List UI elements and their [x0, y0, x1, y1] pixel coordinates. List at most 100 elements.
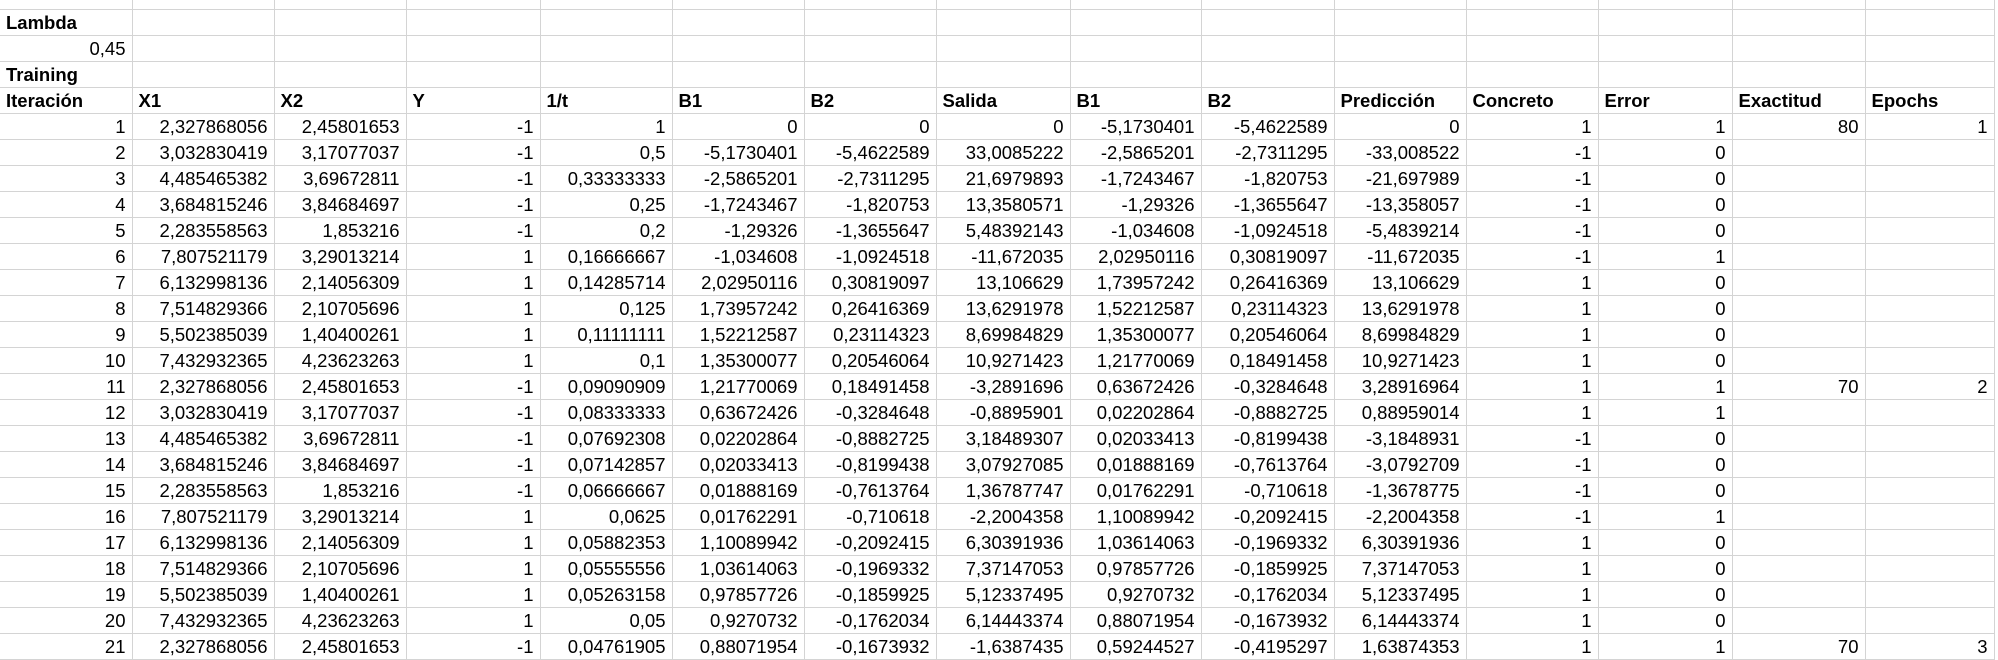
- table-cell[interactable]: 3,032830419: [132, 139, 275, 166]
- table-cell[interactable]: 1: [1466, 321, 1599, 348]
- table-cell[interactable]: -0,1762034: [1201, 581, 1335, 608]
- table-cell[interactable]: 1,40400261: [274, 321, 407, 348]
- table-cell[interactable]: -1,820753: [1201, 165, 1335, 192]
- table-cell[interactable]: 80: [1732, 113, 1866, 140]
- table-cell[interactable]: 0: [1598, 217, 1733, 244]
- table-cell[interactable]: 5,12337495: [936, 581, 1071, 608]
- table-cell[interactable]: 13,6291978: [1334, 295, 1467, 322]
- table-cell[interactable]: 7,514829366: [132, 555, 275, 582]
- table-cell[interactable]: -1: [406, 165, 541, 192]
- table-cell[interactable]: 3: [0, 165, 133, 192]
- table-cell[interactable]: 0,01888169: [672, 477, 805, 504]
- table-cell[interactable]: -1: [1466, 503, 1599, 530]
- lambda-label-cell[interactable]: Lambda: [0, 9, 133, 36]
- table-cell[interactable]: 0: [1598, 269, 1733, 296]
- table-cell[interactable]: 0,9270732: [672, 607, 805, 634]
- table-cell[interactable]: -0,1859925: [1201, 555, 1335, 582]
- table-cell[interactable]: [1865, 399, 1995, 426]
- table-cell[interactable]: [1732, 217, 1866, 244]
- table-cell[interactable]: 3,29013214: [274, 243, 407, 270]
- table-cell[interactable]: 10: [0, 347, 133, 374]
- table-cell[interactable]: 6,14443374: [936, 607, 1071, 634]
- table-cell[interactable]: 1,73957242: [672, 295, 805, 322]
- table-cell[interactable]: -21,697989: [1334, 165, 1467, 192]
- table-cell[interactable]: 4,23623263: [274, 347, 407, 374]
- table-cell[interactable]: -1,034608: [1070, 217, 1202, 244]
- table-cell[interactable]: [1732, 555, 1866, 582]
- table-cell[interactable]: [1865, 191, 1995, 218]
- table-cell[interactable]: 33,0085222: [936, 139, 1071, 166]
- table-cell[interactable]: -1,29326: [672, 217, 805, 244]
- table-cell[interactable]: 0,33333333: [540, 165, 673, 192]
- table-cell[interactable]: -1: [406, 113, 541, 140]
- table-cell[interactable]: 6,14443374: [1334, 607, 1467, 634]
- table-cell[interactable]: 0,05263158: [540, 581, 673, 608]
- table-cell[interactable]: -2,7311295: [1201, 139, 1335, 166]
- table-cell[interactable]: 3,84684697: [274, 191, 407, 218]
- table-cell[interactable]: [1732, 321, 1866, 348]
- table-cell[interactable]: 1: [1598, 633, 1733, 660]
- table-cell[interactable]: [1865, 529, 1995, 556]
- table-cell[interactable]: 1: [1466, 373, 1599, 400]
- table-cell[interactable]: [1865, 165, 1995, 192]
- table-cell[interactable]: 70: [1732, 633, 1866, 660]
- table-cell[interactable]: 1: [540, 113, 673, 140]
- table-cell[interactable]: -2,2004358: [936, 503, 1071, 530]
- table-cell[interactable]: 0: [1598, 347, 1733, 374]
- column-header[interactable]: B1: [1070, 87, 1202, 114]
- table-cell[interactable]: 8: [0, 295, 133, 322]
- table-cell[interactable]: 3,28916964: [1334, 373, 1467, 400]
- table-cell[interactable]: 7,37147053: [1334, 555, 1467, 582]
- column-header[interactable]: B2: [1201, 87, 1335, 114]
- column-header[interactable]: X2: [274, 87, 407, 114]
- table-cell[interactable]: 1,853216: [274, 217, 407, 244]
- table-cell[interactable]: 0,9270732: [1070, 581, 1202, 608]
- table-cell[interactable]: 0: [1598, 165, 1733, 192]
- column-header[interactable]: B2: [804, 87, 937, 114]
- table-cell[interactable]: -0,3284648: [804, 399, 937, 426]
- table-cell[interactable]: 6: [0, 243, 133, 270]
- table-cell[interactable]: 3,684815246: [132, 451, 275, 478]
- table-cell[interactable]: [1865, 555, 1995, 582]
- table-cell[interactable]: [1732, 529, 1866, 556]
- table-cell[interactable]: 0,09090909: [540, 373, 673, 400]
- table-cell[interactable]: 7,37147053: [936, 555, 1071, 582]
- column-header[interactable]: Iteración: [0, 87, 133, 114]
- table-cell[interactable]: -1,6387435: [936, 633, 1071, 660]
- table-cell[interactable]: -1: [1466, 425, 1599, 452]
- table-cell[interactable]: 2: [1865, 373, 1995, 400]
- table-cell[interactable]: -0,1969332: [804, 555, 937, 582]
- table-cell[interactable]: 2,327868056: [132, 113, 275, 140]
- table-cell[interactable]: 2,45801653: [274, 633, 407, 660]
- table-cell[interactable]: 2,45801653: [274, 113, 407, 140]
- table-cell[interactable]: -5,4839214: [1334, 217, 1467, 244]
- table-cell[interactable]: 1,10089942: [1070, 503, 1202, 530]
- table-cell[interactable]: 1: [1466, 399, 1599, 426]
- table-cell[interactable]: 0: [1598, 607, 1733, 634]
- table-cell[interactable]: 0,14285714: [540, 269, 673, 296]
- table-cell[interactable]: -0,7613764: [804, 477, 937, 504]
- table-cell[interactable]: 0: [1598, 139, 1733, 166]
- column-header[interactable]: Predicción: [1334, 87, 1467, 114]
- table-cell[interactable]: 0,59244527: [1070, 633, 1202, 660]
- table-cell[interactable]: 0,07692308: [540, 425, 673, 452]
- table-cell[interactable]: 1: [406, 295, 541, 322]
- table-cell[interactable]: 5,12337495: [1334, 581, 1467, 608]
- table-cell[interactable]: -0,7613764: [1201, 451, 1335, 478]
- table-cell[interactable]: 19: [0, 581, 133, 608]
- table-cell[interactable]: -1: [406, 373, 541, 400]
- table-cell[interactable]: 0,04761905: [540, 633, 673, 660]
- table-cell[interactable]: 1,63874353: [1334, 633, 1467, 660]
- column-header[interactable]: Error: [1598, 87, 1733, 114]
- table-cell[interactable]: -1,820753: [804, 191, 937, 218]
- table-cell[interactable]: -13,358057: [1334, 191, 1467, 218]
- table-cell[interactable]: [1732, 295, 1866, 322]
- table-cell[interactable]: -2,7311295: [804, 165, 937, 192]
- table-cell[interactable]: -5,4622589: [804, 139, 937, 166]
- table-cell[interactable]: [1732, 607, 1866, 634]
- table-cell[interactable]: -1: [1466, 477, 1599, 504]
- table-cell[interactable]: [1865, 451, 1995, 478]
- table-cell[interactable]: 2,02950116: [1070, 243, 1202, 270]
- table-cell[interactable]: 0,01888169: [1070, 451, 1202, 478]
- table-cell[interactable]: 0: [1598, 321, 1733, 348]
